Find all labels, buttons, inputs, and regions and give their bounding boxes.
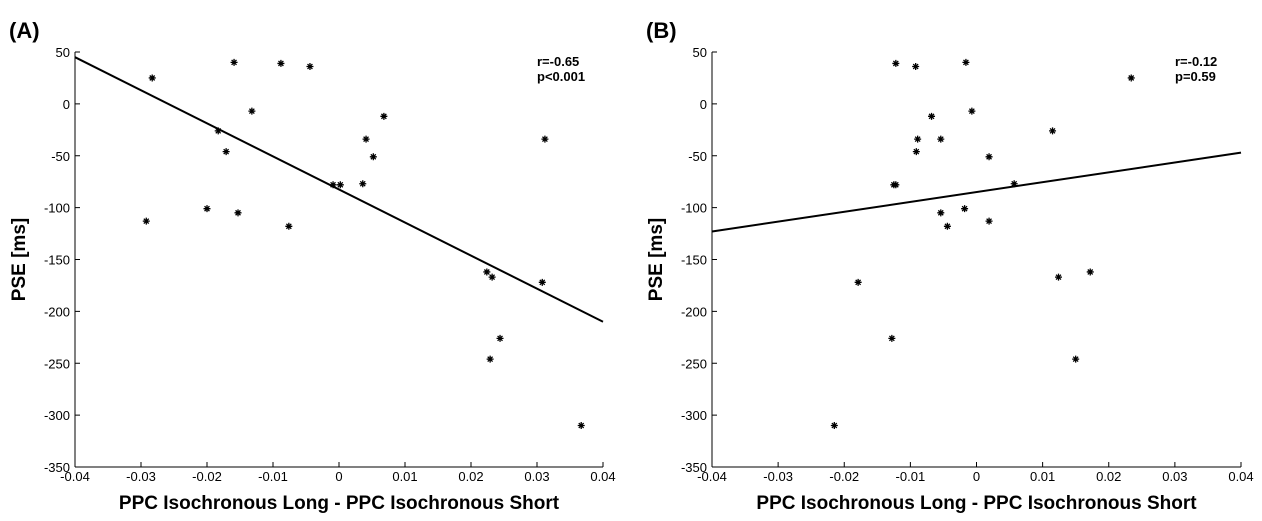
fit-line [711, 151, 1242, 233]
x-tick-label: 0 [973, 469, 980, 484]
y-tick-label: -350 [681, 460, 707, 475]
point [830, 422, 838, 429]
point [336, 181, 344, 189]
point [1049, 127, 1057, 135]
point [943, 222, 951, 230]
y-tick-label: -100 [681, 201, 707, 216]
point [928, 112, 936, 120]
point [854, 278, 862, 286]
x-tick-label: 0 [335, 469, 342, 484]
point [1054, 273, 1062, 281]
x-tick-label: 0.03 [524, 469, 549, 484]
y-tick-label: -200 [681, 304, 707, 319]
y-tick-label: 0 [63, 97, 70, 112]
point [230, 58, 238, 66]
x-tick-label: -0.03 [126, 469, 156, 484]
point [306, 63, 314, 71]
x-tick-label: 0.01 [392, 469, 417, 484]
x-tick-label: -0.03 [763, 469, 793, 484]
x-tick-label: 0.04 [590, 469, 615, 484]
y-tick-label: 50 [56, 45, 70, 60]
annotation: r=-0.65 [537, 54, 579, 69]
annotation: r=-0.12 [1175, 54, 1217, 69]
point [214, 127, 222, 135]
y-tick-label: -300 [44, 408, 70, 423]
x-tick-label: 0.03 [1162, 469, 1187, 484]
point [496, 334, 504, 342]
point [538, 278, 546, 286]
point [912, 63, 920, 71]
y-tick-label: 0 [700, 97, 707, 112]
x-tick-label: -0.02 [829, 469, 859, 484]
point [248, 107, 256, 115]
y-tick-label: -250 [44, 356, 70, 371]
x-tick-label: -0.01 [896, 469, 926, 484]
panel-label: (A) [9, 18, 40, 43]
fit-line [74, 56, 604, 323]
x-axis-label: PPC Isochronous Long - PPC Isochronous S… [119, 493, 560, 514]
y-tick-label: -350 [44, 460, 70, 475]
point [541, 135, 549, 143]
point [961, 205, 969, 213]
y-tick-label: -150 [44, 253, 70, 268]
point [890, 181, 898, 189]
point [937, 135, 945, 143]
x-tick-label: -0.01 [258, 469, 288, 484]
y-tick-label: -200 [44, 304, 70, 319]
point [483, 268, 491, 276]
y-tick-label: -150 [681, 253, 707, 268]
x-tick-label: -0.02 [192, 469, 222, 484]
point [1010, 180, 1018, 188]
y-tick-label: -50 [688, 149, 707, 164]
point [888, 334, 896, 342]
point [203, 205, 211, 213]
y-tick-label: 50 [693, 45, 707, 60]
point [380, 112, 388, 120]
point [369, 153, 377, 161]
point [1086, 268, 1094, 276]
point [234, 209, 242, 217]
y-tick-label: -250 [681, 356, 707, 371]
point [577, 422, 585, 429]
x-axis-label: PPC Isochronous Long - PPC Isochronous S… [756, 493, 1197, 514]
point [968, 107, 976, 115]
x-tick-label: 0.02 [458, 469, 483, 484]
point [962, 58, 970, 66]
point [148, 74, 156, 82]
x-tick-label: -0.04 [60, 469, 90, 484]
annotation: p<0.001 [537, 69, 585, 84]
point [985, 217, 993, 225]
x-tick-label: 0.02 [1096, 469, 1121, 484]
y-tick-label: -100 [44, 201, 70, 216]
point [285, 222, 293, 230]
point [222, 148, 230, 156]
point [359, 180, 367, 188]
y-tick-label: -50 [51, 149, 70, 164]
y-tick-label: -300 [681, 408, 707, 423]
panel-label: (B) [646, 18, 677, 43]
point [362, 135, 370, 143]
y-axis-label: PSE [ms] [9, 218, 30, 301]
point [937, 209, 945, 217]
point [277, 59, 285, 67]
point [142, 217, 150, 225]
point [1127, 74, 1135, 82]
x-tick-label: -0.04 [697, 469, 727, 484]
point [488, 273, 496, 281]
y-axis-label: PSE [ms] [646, 218, 667, 301]
point [912, 148, 920, 156]
annotation: p=0.59 [1175, 69, 1216, 84]
point [985, 153, 993, 161]
x-tick-label: 0.04 [1228, 469, 1253, 484]
x-tick-label: 0.01 [1030, 469, 1055, 484]
point [1072, 355, 1080, 363]
point [329, 181, 337, 189]
point [486, 355, 494, 363]
point [892, 59, 900, 67]
point [914, 135, 922, 143]
